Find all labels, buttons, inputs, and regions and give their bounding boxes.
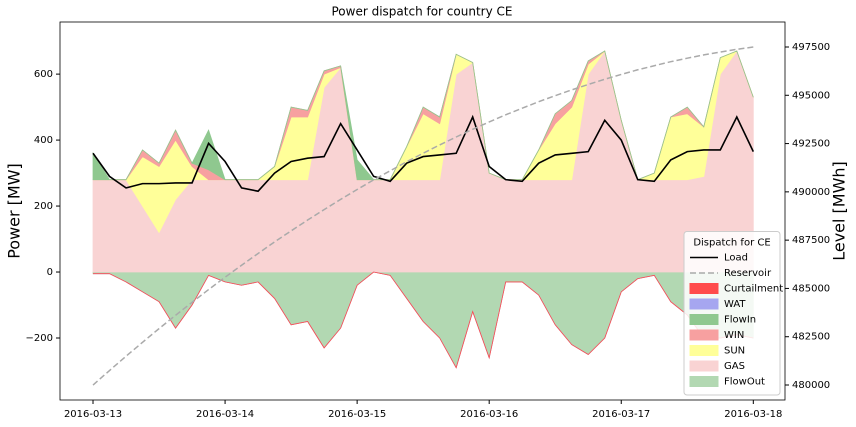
chart-title: Power dispatch for country CE [332,5,513,19]
x-tick-label: 2016-03-14 [196,409,254,420]
y2-tick-label: 482500 [792,332,830,343]
y-axis-label: Power [MW] [5,163,24,259]
legend: Dispatch for CE Load Reservoir Curtailment W… [683,231,783,396]
line-load [92,114,755,193]
legend-swatch [689,314,719,325]
x-tick-label: 2016-03-18 [724,409,782,420]
y-tick-label: 400 [34,135,53,146]
y-tick-label: 0 [47,267,53,278]
y2-tick-label: 485000 [792,283,830,294]
legend-swatch [689,329,719,341]
y2-tick-label: 497500 [792,42,830,53]
line-reservoir [92,46,754,386]
x-tick-label: 2016-03-16 [460,409,518,420]
y2-tick-label: 480000 [792,380,830,391]
x-tick-label: 2016-03-15 [328,409,386,420]
legend-label: GAS [724,361,745,372]
x-tick-label: 2016-03-17 [592,409,650,420]
y2-tick-label: 487500 [792,235,830,246]
legend-label: Curtailment [724,284,783,295]
y-tick-label: 200 [34,201,53,212]
legend-label: WAT [724,299,746,310]
y2-tick-label: 490000 [792,187,830,198]
y-tick-label: −200 [26,333,53,344]
legend-label: FlowIn [724,315,756,326]
y-tick-label: 600 [34,69,53,80]
legend-label: WIN [724,330,744,341]
legend-swatch [689,298,719,310]
plot-frame [59,21,786,401]
legend-label: Load [724,253,748,264]
y2-tick-label: 495000 [792,90,830,101]
legend-swatch [689,283,719,294]
legend-swatch [689,345,719,356]
area-flowin [92,50,754,181]
legend-swatch [689,360,719,372]
y2-axis-label: Level [MWh] [830,161,849,261]
legend-swatch [689,376,719,387]
y2-tick-label: 492500 [792,139,830,150]
x-tick-label: 2016-03-13 [64,409,122,420]
legend-label: FlowOut [724,377,765,388]
legend-label: SUN [724,346,745,357]
legend-label: Reservoir [724,268,772,279]
legend-title: Dispatch for CE [693,238,770,249]
